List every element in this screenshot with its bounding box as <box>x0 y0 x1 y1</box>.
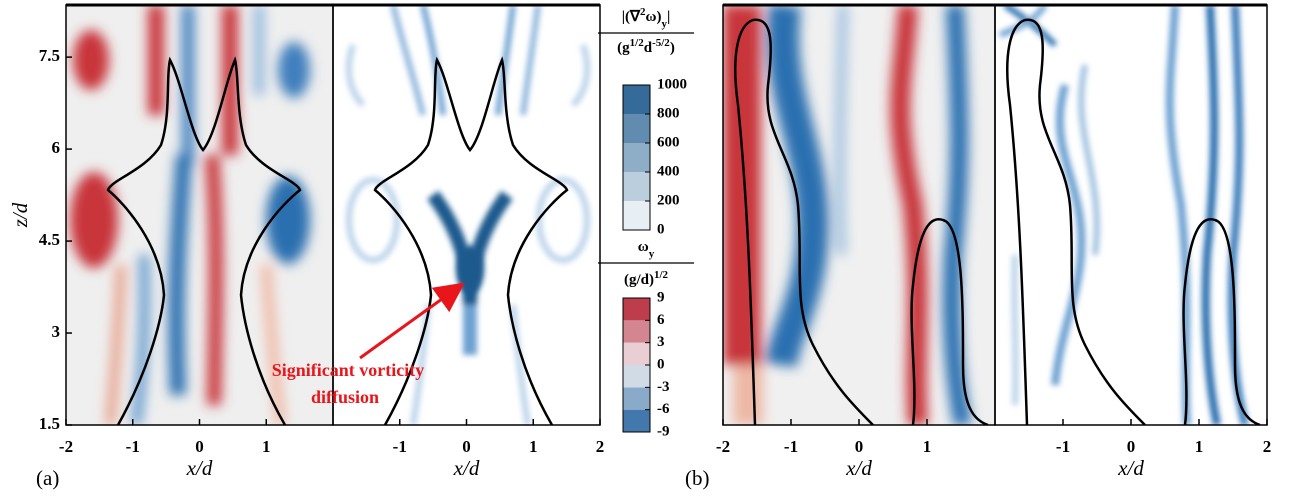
x-tick-label: 0 <box>195 437 204 456</box>
y-tick-label: 1.5 <box>39 414 60 433</box>
annotation: Significant vorticity <box>272 360 424 380</box>
label-part: | <box>667 9 670 25</box>
colorbar-segment <box>623 143 650 172</box>
annotation-arrow <box>359 282 465 360</box>
colorbar-segment <box>623 114 650 143</box>
x-tick-label: -2 <box>716 437 730 456</box>
x-tick-label: -1 <box>784 437 798 456</box>
x-tick-label: 1 <box>262 437 271 456</box>
colorbar-tick-label: 200 <box>657 192 680 208</box>
x-axis-label: x/d <box>186 456 213 480</box>
y-tick-label: 4.5 <box>39 230 60 249</box>
colorbar-segment <box>623 85 650 114</box>
field-art <box>66 5 333 425</box>
x-axis-label: x/d <box>845 456 872 480</box>
colorbar-segment <box>623 342 650 365</box>
x-axis-label: x/d <box>1117 456 1144 480</box>
colorbar-segment <box>623 172 650 201</box>
colorbar-segment <box>623 201 650 230</box>
colorbar-tick-label: -3 <box>657 379 670 395</box>
colorbar-label: (g/d)1/2 <box>624 269 669 289</box>
x-tick-label: 2 <box>596 437 605 456</box>
x-tick-label: 2 <box>1263 437 1272 456</box>
colorbar-tick-label: 0 <box>657 221 665 237</box>
x-tick-label: -1 <box>393 437 407 456</box>
colorbar-label: ωy <box>638 239 655 259</box>
x-tick-label: 0 <box>855 437 864 456</box>
colorbar-segment <box>623 320 650 343</box>
colorbar-tick-label: -9 <box>657 423 670 439</box>
colorbar-tick-label: 9 <box>657 289 665 305</box>
x-tick-label: 1 <box>1195 437 1204 456</box>
label-part: -5/2 <box>652 37 670 49</box>
colorbar-tick-label: 400 <box>657 163 680 179</box>
label-part: (g/d) <box>624 272 654 288</box>
label-part: ) <box>670 40 675 56</box>
x-tick-label: 0 <box>462 437 471 456</box>
field-art <box>333 5 600 425</box>
colorbar-tick-label: 1000 <box>657 76 687 92</box>
label-part: 1/2 <box>630 37 645 49</box>
annotation: diffusion <box>311 387 379 407</box>
panel-label: (b) <box>685 466 710 490</box>
colorbar-frame <box>622 84 651 231</box>
x-tick-label: -1 <box>1056 437 1070 456</box>
label-part: ω <box>638 239 649 255</box>
colorbar-segment <box>623 365 650 388</box>
x-tick-label: 1 <box>529 437 538 456</box>
x-tick-label: -2 <box>59 437 73 456</box>
label-part: 2 <box>640 6 646 18</box>
y-tick-label: 7.5 <box>39 46 60 65</box>
colorbar-tick-label: 6 <box>657 312 665 328</box>
x-tick-label: -1 <box>126 437 140 456</box>
x-tick-label: 0 <box>1127 437 1136 456</box>
label-part: |(∇ <box>622 9 641 25</box>
label-part: (g <box>617 40 630 56</box>
label-part: ω) <box>646 9 662 25</box>
field-art <box>995 5 1267 425</box>
y-tick-label: 6 <box>52 138 61 157</box>
x-tick-label: 1 <box>923 437 932 456</box>
label-part: d <box>644 40 653 56</box>
colorbar-tick-label: 0 <box>657 356 665 372</box>
colorbar-label: (g1/2d-5/2) <box>617 37 675 57</box>
panel-label: (a) <box>36 466 59 490</box>
colorbar-segment <box>623 387 650 410</box>
label-part: y <box>649 248 655 260</box>
colorbar-tick-label: 600 <box>657 134 680 150</box>
colorbar-tick-label: -6 <box>657 401 670 417</box>
field-art <box>723 5 995 425</box>
y-axis-label: z/d <box>8 202 32 228</box>
colorbar-segment <box>623 409 650 432</box>
colorbar-label: |(∇2ω)y| <box>622 6 671 30</box>
x-axis-label: x/d <box>453 456 480 480</box>
colorbar-tick-label: 3 <box>657 334 665 350</box>
y-tick-label: 3 <box>52 322 61 341</box>
colorbar-segment <box>623 298 650 321</box>
label-part: 1/2 <box>654 269 669 281</box>
label-part: y <box>662 18 668 30</box>
colorbar-tick-label: 800 <box>657 105 680 121</box>
